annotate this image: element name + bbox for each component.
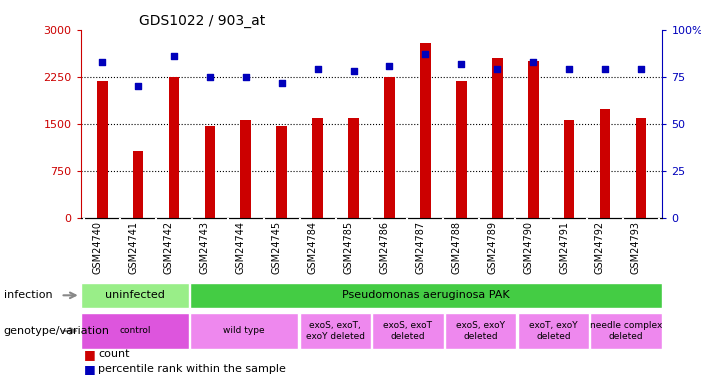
- Bar: [445, 313, 516, 349]
- Point: [97, 59, 108, 65]
- Point: [635, 66, 646, 72]
- Point: [528, 59, 539, 65]
- Text: needle complex
deleted: needle complex deleted: [590, 321, 662, 340]
- Text: ■: ■: [84, 363, 96, 375]
- Text: GSM24745: GSM24745: [272, 220, 282, 274]
- Text: GSM24787: GSM24787: [416, 220, 426, 274]
- Bar: [384, 77, 395, 218]
- Text: ■: ■: [84, 348, 96, 361]
- Bar: [81, 313, 189, 349]
- Text: GSM24792: GSM24792: [595, 220, 605, 274]
- Bar: [492, 57, 503, 217]
- Bar: [97, 81, 107, 218]
- Text: GSM24741: GSM24741: [128, 220, 138, 274]
- Text: GDS1022 / 903_at: GDS1022 / 903_at: [139, 13, 265, 28]
- Bar: [205, 126, 215, 218]
- Bar: [132, 151, 144, 217]
- Bar: [420, 42, 431, 218]
- Text: GSM24742: GSM24742: [164, 220, 174, 274]
- Text: percentile rank within the sample: percentile rank within the sample: [98, 364, 286, 374]
- Bar: [518, 313, 589, 349]
- Bar: [590, 313, 662, 349]
- Bar: [599, 110, 611, 218]
- Text: count: count: [98, 350, 130, 359]
- Text: GSM24786: GSM24786: [379, 220, 390, 274]
- Text: GSM24740: GSM24740: [92, 220, 102, 274]
- Point: [240, 74, 252, 80]
- Text: Pseudomonas aeruginosa PAK: Pseudomonas aeruginosa PAK: [342, 290, 510, 300]
- Point: [132, 83, 144, 89]
- Bar: [169, 77, 179, 218]
- Text: GSM24784: GSM24784: [308, 220, 318, 274]
- Point: [420, 51, 431, 57]
- Point: [599, 66, 611, 72]
- Point: [168, 53, 179, 59]
- Text: GSM24791: GSM24791: [559, 220, 569, 274]
- Text: control: control: [119, 326, 151, 335]
- Text: wild type: wild type: [224, 326, 265, 335]
- Text: infection: infection: [4, 290, 52, 300]
- Text: GSM24790: GSM24790: [523, 220, 533, 274]
- Bar: [636, 118, 646, 218]
- Text: GSM24793: GSM24793: [631, 220, 641, 274]
- Bar: [240, 120, 251, 218]
- Point: [276, 80, 287, 86]
- Point: [456, 61, 467, 67]
- Point: [348, 68, 359, 74]
- Point: [564, 66, 575, 72]
- Bar: [528, 61, 538, 217]
- Text: GSM24744: GSM24744: [236, 220, 246, 274]
- Bar: [372, 313, 444, 349]
- Bar: [81, 283, 189, 308]
- Text: exoS, exoT,
exoY deleted: exoS, exoT, exoY deleted: [306, 321, 365, 340]
- Bar: [564, 120, 574, 218]
- Point: [491, 66, 503, 72]
- Bar: [348, 118, 359, 218]
- Text: exoS, exoT
deleted: exoS, exoT deleted: [383, 321, 433, 340]
- Point: [312, 66, 323, 72]
- Point: [384, 63, 395, 69]
- Bar: [276, 126, 287, 218]
- Text: exoT, exoY
deleted: exoT, exoY deleted: [529, 321, 578, 340]
- Bar: [456, 81, 467, 218]
- Text: GSM24785: GSM24785: [343, 220, 353, 274]
- Text: uninfected: uninfected: [105, 290, 165, 300]
- Bar: [299, 313, 371, 349]
- Bar: [312, 118, 323, 218]
- Bar: [191, 283, 662, 308]
- Point: [204, 74, 215, 80]
- Text: GSM24743: GSM24743: [200, 220, 210, 274]
- Text: GSM24788: GSM24788: [451, 220, 461, 274]
- Text: GSM24789: GSM24789: [487, 220, 497, 274]
- Text: exoS, exoY
deleted: exoS, exoY deleted: [456, 321, 505, 340]
- Bar: [191, 313, 298, 349]
- Text: genotype/variation: genotype/variation: [4, 326, 109, 336]
